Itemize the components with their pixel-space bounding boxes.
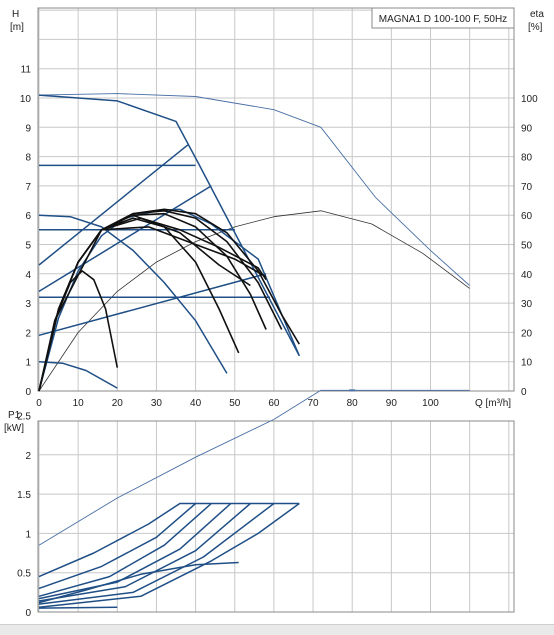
head-curve-5: [38, 185, 212, 293]
x-tick-label: 30: [151, 398, 163, 409]
x-tick-label: 90: [386, 398, 398, 409]
y-axis-label: H: [12, 9, 19, 20]
power-axis-unit: [kW]: [4, 423, 24, 434]
head-curve-16: [38, 210, 283, 392]
power-curve-9: [38, 606, 118, 609]
head-curve-11: [179, 208, 300, 357]
y-tick-label: 5: [25, 241, 31, 252]
power-tick-label: 0: [25, 608, 31, 619]
power-curve-0: [38, 389, 470, 546]
y-tick-label: 3: [25, 299, 31, 310]
power-axis-label: P1: [8, 410, 21, 421]
y-right-tick-label: 40: [521, 270, 533, 281]
x-tick-label: 50: [229, 398, 241, 409]
head-curve-1: [38, 210, 470, 392]
x-tick-label: 60: [268, 398, 280, 409]
head-curve-0: [38, 93, 470, 286]
head-chart-panel: H [m] eta [%] MAGNA1 D 100-100 F, 50Hz 0 1 2 3 4 5…: [10, 7, 544, 409]
head-plot-frame: [37, 7, 515, 392]
power-curve-5: [38, 502, 251, 602]
x-tick-label: 70: [307, 398, 319, 409]
power-curve-4: [38, 502, 232, 600]
y-right-axis-label: eta: [530, 9, 544, 20]
chart-title: MAGNA1 D 100-100 F, 50Hz: [379, 14, 507, 25]
head-curve-4: [38, 144, 189, 266]
y-tick-label: 6: [25, 211, 31, 222]
y-right-tick-label: 90: [521, 123, 533, 134]
power-curve-6: [38, 502, 275, 605]
head-curve-17: [38, 208, 300, 392]
y-right-tick-label: 20: [521, 328, 533, 339]
x-tick-label: 0: [36, 398, 42, 409]
y-tick-label: 2: [25, 328, 31, 339]
power-curve-7: [38, 502, 300, 609]
y-right-tick-label: 30: [521, 299, 533, 310]
head-curve-20: [132, 214, 251, 287]
power-curve-2: [38, 502, 197, 590]
y-axis-unit: [m]: [10, 22, 24, 33]
power-curve-8: [38, 561, 239, 604]
y-tick-label: 7: [25, 182, 31, 193]
y-tick-label: 4: [25, 270, 31, 281]
head-curve-6: [38, 273, 267, 337]
head-curve-9: [38, 214, 228, 374]
power-curve-3: [38, 502, 212, 598]
y-right-tick-label: 0: [521, 387, 527, 398]
x-tick-label: 80: [347, 398, 359, 409]
power-tick-label: 1: [25, 529, 31, 540]
power-tick-label: 0.5: [17, 569, 31, 580]
head-curve-2: [38, 94, 300, 357]
x-tick-label: 40: [190, 398, 202, 409]
y-tick-label: 0: [25, 387, 31, 398]
y-right-axis-unit: [%]: [528, 22, 543, 33]
y-tick-label: 9: [25, 123, 31, 134]
power-curve-1: [38, 502, 300, 578]
power-plot-frame: [37, 420, 515, 613]
power-chart-panel: P1 [kW] 0 0.5 1 1.5 2 2.5: [4, 389, 515, 619]
x-tick-label: 20: [112, 398, 124, 409]
y-right-tick-label: 70: [521, 182, 533, 193]
y-right-tick-label: 60: [521, 211, 533, 222]
x-axis-label: Q [m³/h]: [475, 398, 511, 409]
head-curve-19: [101, 226, 267, 278]
y-right-tick-label: 100: [521, 94, 538, 105]
power-tick-label: 1.5: [17, 490, 31, 501]
y-tick-label: 8: [25, 153, 31, 164]
chart-title-box: MAGNA1 D 100-100 F, 50Hz: [371, 7, 515, 29]
head-curve-10: [38, 360, 118, 389]
y-tick-label: 11: [21, 65, 32, 76]
y-right-tick-label: 50: [521, 241, 533, 252]
x-tick-label: 10: [73, 398, 85, 409]
power-tick-label: 2: [25, 451, 31, 462]
x-tick-label: 100: [422, 398, 439, 409]
y-right-tick-label: 10: [521, 358, 533, 369]
y-tick-label: 1: [25, 358, 31, 369]
status-strip: [0, 624, 554, 635]
chart-title-frame: [371, 7, 515, 29]
y-tick-label: 10: [20, 94, 32, 105]
power-tick-label: 2.5: [17, 412, 31, 423]
y-right-tick-label: 80: [521, 153, 533, 164]
